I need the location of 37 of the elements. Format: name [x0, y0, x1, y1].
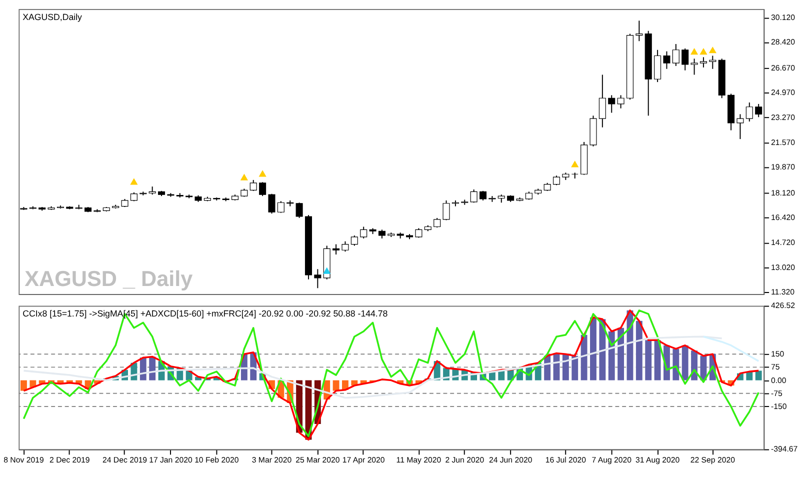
- x-tick-label: 7 Aug 2020: [592, 456, 632, 465]
- y-tick-label: -75: [771, 388, 783, 398]
- y-tick-label: 18.120: [771, 188, 796, 198]
- y-tick-label: 16.420: [771, 213, 796, 222]
- chart-title: XAGUSD,Daily: [22, 12, 83, 22]
- y-tick-label: 21.570: [771, 138, 796, 147]
- x-tick-label: 22 Sep 2020: [690, 456, 736, 465]
- x-tick-label: 2 Dec 2019: [50, 456, 90, 465]
- y-tick-label: 150: [771, 350, 785, 359]
- x-tick-label: 2 Jun 2020: [445, 456, 485, 465]
- x-tick-label: 11 May 2020: [396, 456, 442, 465]
- y-tick-label: 23.270: [771, 113, 796, 122]
- y-tick-label: 14.720: [771, 238, 796, 247]
- x-tick-label: 31 Aug 2020: [635, 456, 680, 465]
- x-tick-label: 17 Apr 2020: [342, 456, 386, 465]
- x-tick-label: 17 Jan 2020: [149, 456, 193, 465]
- x-tick-label: 24 Dec 2019: [102, 456, 148, 465]
- x-tick-label: 8 Nov 2019: [4, 456, 44, 465]
- x-tick-label: 25 Mar 2020: [296, 456, 340, 465]
- y-tick-label: 28.420: [771, 38, 796, 47]
- x-tick-label: 10 Feb 2020: [194, 456, 240, 465]
- y-tick-label: 19.870: [771, 162, 796, 172]
- y-tick-label: -150: [771, 402, 788, 411]
- y-tick-label: 30.120: [771, 12, 796, 22]
- y-tick-label: 13.020: [771, 262, 796, 272]
- x-tick-label: 16 Jul 2020: [545, 456, 587, 465]
- y-tick-label: -394.67: [771, 444, 798, 454]
- y-tick-label: 426.52: [771, 301, 796, 310]
- y-tick-label: 11.320: [771, 288, 796, 297]
- chart-title: CCIx8 [15=1.75] ->SigMA[45] +ADXCD[15-60] +mxFRC[24] -20.92 0.00 -20.92 50.88 -144.78: [22, 308, 388, 319]
- x-tick-label: 3 Mar 2020: [252, 456, 292, 465]
- y-tick-label: 0.00: [771, 376, 787, 385]
- y-tick-label: 75: [771, 362, 780, 372]
- y-tick-label: 24.970: [771, 88, 796, 98]
- annotation: XAGUSD _ Daily: [24, 266, 193, 292]
- y-tick-label: 26.670: [771, 63, 796, 72]
- x-tick-label: 24 Jun 2020: [488, 456, 533, 465]
